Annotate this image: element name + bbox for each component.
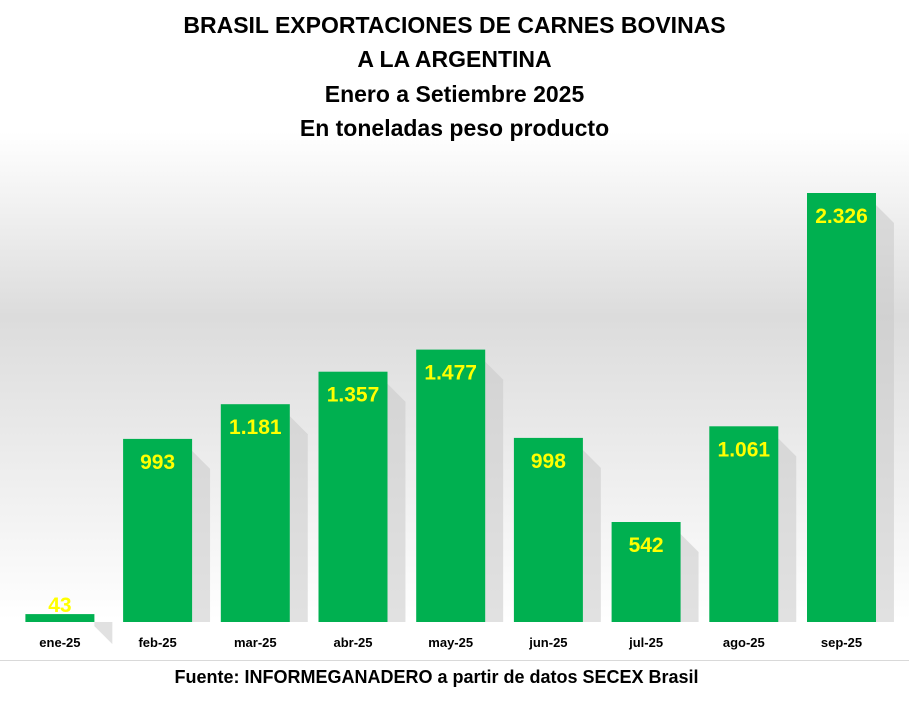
x-tick-label-abr-25: abr-25 (333, 635, 372, 650)
bar-shadow-mar-25 (289, 416, 308, 622)
bar-shadow-may-25 (485, 361, 504, 622)
bar-jun-25 (513, 437, 583, 622)
chart-subtitle-period: Enero a Setiembre 2025 (324, 81, 585, 107)
bar-shadow-ago-25 (778, 438, 797, 622)
bar-feb-25 (123, 438, 193, 622)
data-label-abr-25: 1.357 (327, 384, 380, 407)
data-label-jul-25: 542 (629, 534, 664, 557)
x-tick-label-ago-25: ago-25 (723, 635, 765, 650)
data-label-mar-25: 1.181 (229, 416, 282, 439)
bar-may-25 (416, 349, 486, 622)
data-label-jun-25: 998 (531, 450, 566, 473)
data-label-ago-25: 1.061 (718, 438, 771, 461)
source-note: Fuente: INFORMEGANADERO a partir de dato… (174, 667, 699, 687)
data-label-feb-25: 993 (140, 451, 175, 474)
x-tick-label-ene-25: ene-25 (39, 635, 80, 650)
x-tick-label-jul-25: jul-25 (628, 635, 663, 650)
bar-shadow-feb-25 (192, 450, 211, 622)
bar-sep-25 (807, 193, 876, 622)
chart-subtitle-unit: En toneladas peso producto (299, 115, 610, 141)
bar-chart: 43 ene-25 993 feb-25 1.181 mar-25 1.357 abr-25 1… (25, 193, 894, 650)
bar-shadow-ene-25 (94, 622, 113, 645)
x-tick-label-sep-25: sep-25 (821, 635, 862, 650)
x-tick-label-may-25: may-25 (428, 635, 473, 650)
x-tick-label-feb-25: feb-25 (138, 635, 176, 650)
x-tick-label-mar-25: mar-25 (234, 635, 277, 650)
data-label-ene-25: 43 (48, 594, 71, 617)
bar-shadow-sep-25 (875, 205, 894, 622)
chart-title-line-2: A LA ARGENTINA (357, 46, 552, 72)
bar-shadow-abr-25 (387, 383, 406, 622)
bar-ene-25 (25, 614, 95, 622)
bar-shadow-jul-25 (680, 534, 699, 622)
bar-jul-25 (611, 522, 681, 622)
data-label-may-25: 1.477 (424, 362, 477, 385)
bar-shadow-jun-25 (582, 449, 601, 622)
data-label-sep-25: 2.326 (815, 205, 868, 228)
x-tick-label-jun-25: jun-25 (528, 635, 567, 650)
bar-abr-25 (318, 371, 388, 622)
bar-ago-25 (709, 426, 779, 622)
bar-mar-25 (220, 404, 290, 622)
chart-title-line-1: BRASIL EXPORTACIONES DE CARNES BOVINAS (183, 12, 726, 38)
